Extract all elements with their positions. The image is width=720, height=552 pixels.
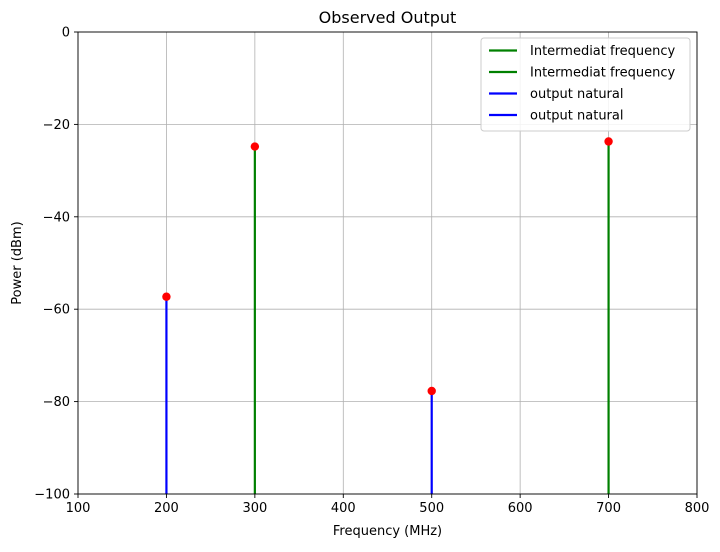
x-tick-label: 400 [331, 501, 356, 516]
legend-label: Intermediat frequency [530, 44, 676, 59]
legend-item: output natural [489, 87, 623, 102]
y-tick-label: −100 [34, 488, 70, 503]
legend-item: Intermediat frequency [489, 44, 676, 59]
legend-label: output natural [530, 109, 623, 124]
y-tick-label: −40 [43, 210, 70, 225]
x-tick-label: 300 [242, 501, 267, 516]
legend-label: output natural [530, 87, 623, 102]
y-axis-label: Power (dBm) [10, 221, 25, 304]
legend-box [480, 37, 691, 132]
ticks: 100 200 300 400 500 600 700 800 0 −20 −40 −60 −80 −10… [34, 26, 709, 517]
stem-marker [427, 386, 436, 396]
x-tick-label: 600 [508, 501, 533, 516]
y-tick-label: −60 [43, 303, 70, 318]
legend: Intermediat frequency Intermediat frequen… [480, 37, 691, 132]
axes-frame [77, 31, 698, 495]
stem-marker [162, 292, 171, 301]
x-tick-label: 500 [419, 501, 444, 516]
legend-label: Intermediat frequency [530, 66, 676, 81]
y-tick-label: 0 [62, 26, 70, 41]
stems [162, 137, 613, 494]
x-tick-label: 800 [685, 501, 710, 516]
chart-title: Observed Output [319, 8, 457, 27]
y-tick-label: −80 [43, 395, 70, 410]
legend-item: Intermediat frequency [489, 66, 676, 81]
stem-marker [250, 142, 260, 151]
x-tick-label: 200 [154, 501, 179, 516]
legend-item: output natural [489, 109, 623, 124]
x-tick-label: 700 [596, 501, 621, 516]
x-tick-label: 100 [66, 501, 91, 516]
stem-marker [604, 137, 613, 146]
y-tick-label: −20 [43, 118, 70, 133]
x-axis-label: Frequency (MHz) [333, 524, 442, 539]
